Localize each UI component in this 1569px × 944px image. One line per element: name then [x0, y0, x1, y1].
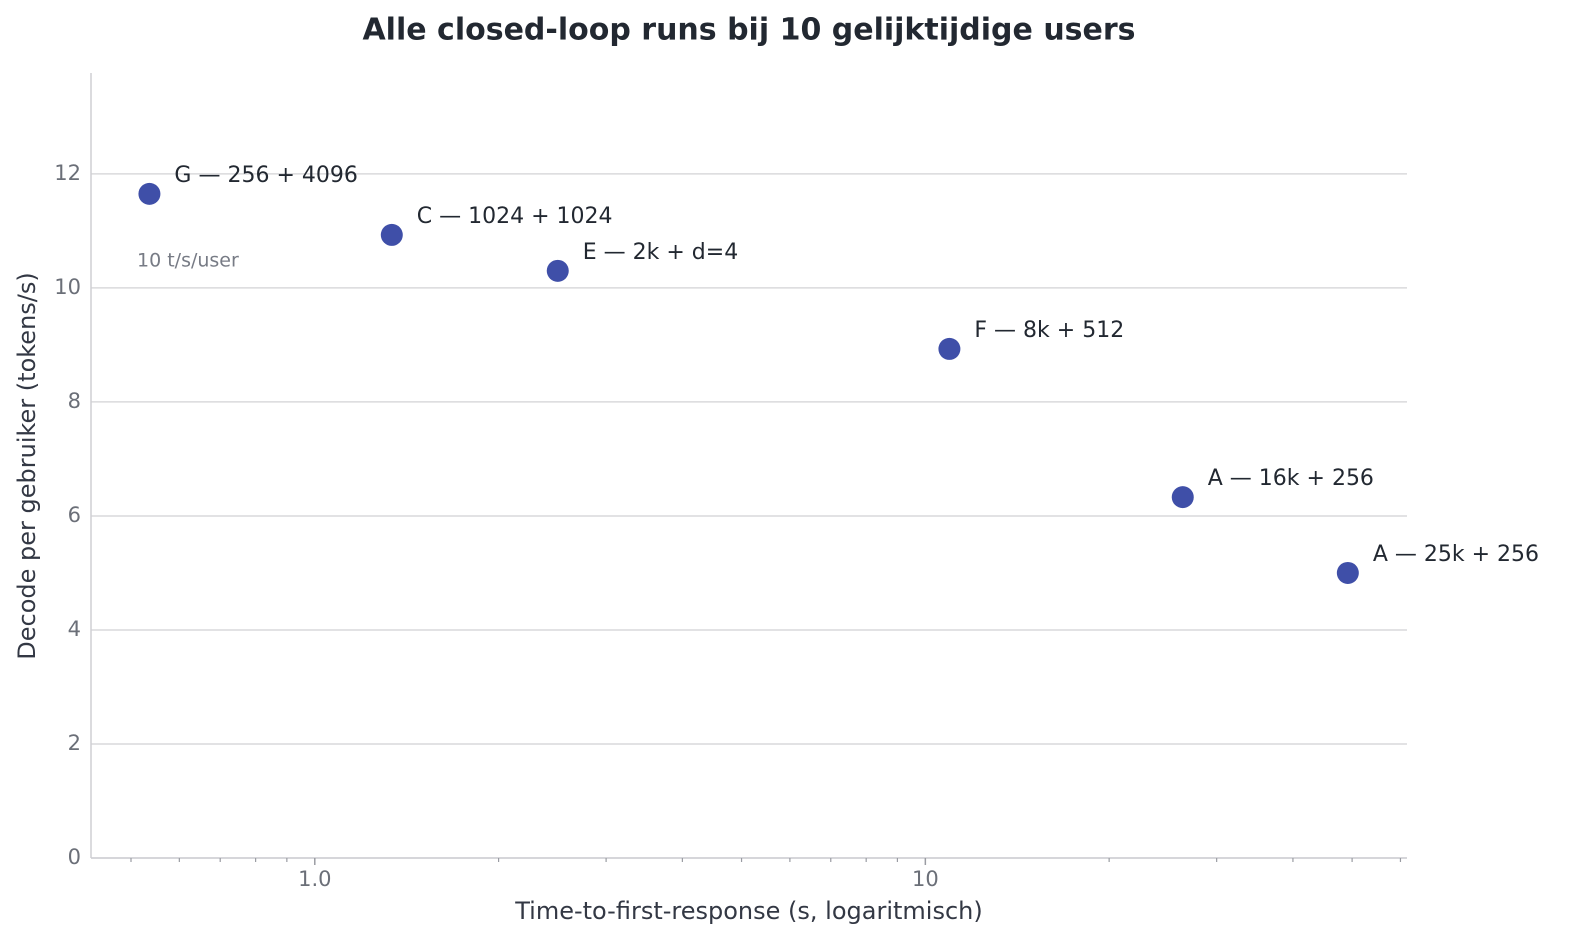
point	[380, 223, 403, 246]
point	[1336, 561, 1359, 584]
y-tick-label: 6	[68, 503, 81, 527]
point-label: E — 2k + d=4	[583, 240, 738, 265]
point	[938, 337, 961, 360]
y-tick-label: 10	[54, 275, 81, 299]
y-tick-label: 2	[68, 731, 81, 755]
x-axis-label: Time-to-first-response (s, logaritmisch)	[514, 897, 982, 925]
point-label: F — 8k + 512	[974, 318, 1124, 343]
x-tick-label: 10	[912, 867, 939, 891]
chart-title: Alle closed-loop runs bij 10 gelijktijdi…	[362, 13, 1135, 48]
point	[1171, 486, 1194, 509]
point-label: A — 16k + 256	[1208, 466, 1374, 491]
point-label: C — 1024 + 1024	[417, 204, 613, 229]
annotation: 10 t/s/user	[137, 250, 239, 272]
point	[546, 259, 569, 282]
y-tick-label: 0	[68, 845, 81, 869]
point-label: A — 25k + 256	[1373, 542, 1539, 567]
y-tick-label: 4	[68, 617, 81, 641]
y-axis-label: Decode per gebruiker (tokens/s)	[13, 272, 41, 659]
y-tick-label: 12	[54, 161, 81, 185]
point	[138, 182, 161, 205]
point-label: G — 256 + 4096	[174, 163, 357, 188]
y-tick-label: 8	[68, 389, 81, 413]
x-tick-label: 1.0	[298, 867, 331, 891]
